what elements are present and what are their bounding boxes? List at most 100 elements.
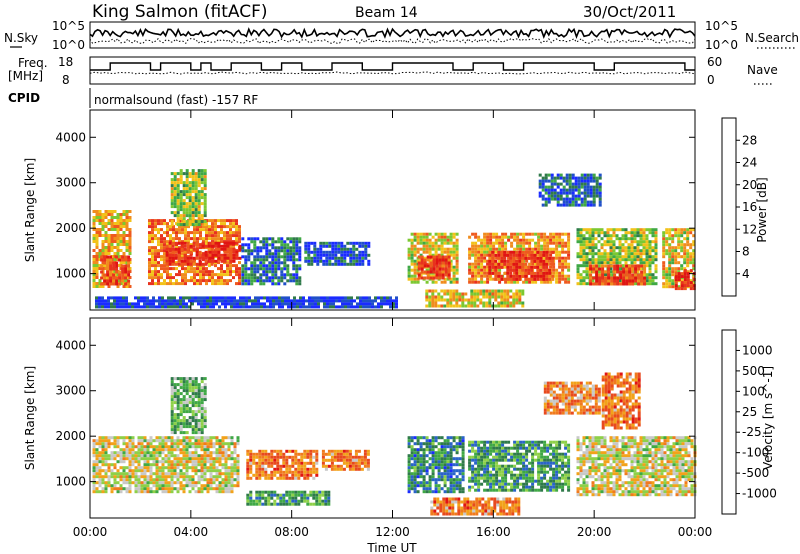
data-cell <box>173 401 177 405</box>
data-cell <box>259 267 263 271</box>
data-cell <box>562 176 566 180</box>
data-cell <box>188 217 192 221</box>
data-cell <box>182 448 186 452</box>
data-cell <box>313 256 317 260</box>
data-cell <box>686 261 690 265</box>
data-cell <box>155 436 159 440</box>
data-cell <box>612 261 616 265</box>
data-cell <box>182 436 186 440</box>
data-cell <box>292 249 296 253</box>
data-cell <box>304 259 308 263</box>
data-cell <box>134 466 138 470</box>
data-cell <box>206 466 210 470</box>
data-cell <box>308 299 311 303</box>
data-cell <box>507 280 511 284</box>
data-cell <box>131 305 134 309</box>
data-cell <box>550 182 554 186</box>
data-cell <box>194 193 198 197</box>
data-cell <box>235 219 238 223</box>
data-cell <box>182 431 186 435</box>
data-cell <box>298 258 302 262</box>
data-cell <box>149 481 153 485</box>
data-cell <box>591 261 595 265</box>
data-cell <box>244 261 248 265</box>
data-cell <box>536 274 540 278</box>
data-cell <box>203 181 207 185</box>
data-cell <box>182 457 186 461</box>
data-cell <box>627 243 631 247</box>
data-cell <box>235 273 238 277</box>
data-cell <box>226 279 229 283</box>
data-cell <box>161 475 165 479</box>
data-cell <box>630 228 634 232</box>
data-cell <box>662 234 666 238</box>
data-cell <box>452 274 456 278</box>
data-cell <box>452 277 456 281</box>
data-cell <box>295 273 299 277</box>
data-cell <box>149 454 153 458</box>
data-cell <box>197 460 201 464</box>
data-cell <box>125 445 129 449</box>
data-cell <box>151 264 154 268</box>
data-cell <box>203 448 207 452</box>
data-cell <box>241 276 245 280</box>
data-cell <box>455 295 459 299</box>
data-cell <box>328 250 332 254</box>
data-cell <box>101 478 105 482</box>
data-cell <box>223 237 226 241</box>
data-cell <box>497 250 501 254</box>
data-cell <box>226 282 229 286</box>
data-cell <box>358 256 362 260</box>
data-cell <box>118 270 122 274</box>
data-cell <box>149 466 153 470</box>
data-cell <box>134 490 138 494</box>
data-cell <box>109 267 113 271</box>
data-cell <box>311 296 314 300</box>
data-cell <box>473 292 477 296</box>
data-cell <box>95 285 99 288</box>
data-cell <box>295 258 299 262</box>
data-cell <box>639 228 643 232</box>
data-cell <box>229 267 232 271</box>
data-cell <box>181 282 184 286</box>
data-cell <box>160 282 163 286</box>
data-cell <box>651 261 655 265</box>
data-cell <box>116 296 119 300</box>
data-cell <box>256 246 260 250</box>
data-cell <box>209 487 213 491</box>
data-cell <box>230 478 234 482</box>
data-cell <box>254 305 257 309</box>
data-cell <box>543 280 547 284</box>
data-cell <box>170 466 174 470</box>
colorbar-tick-label: 8 <box>742 245 750 259</box>
data-cell <box>269 305 272 309</box>
data-cell <box>625 279 629 283</box>
data-cell <box>361 259 365 263</box>
data-cell <box>200 217 204 221</box>
data-cell <box>515 262 519 266</box>
data-cell <box>203 445 207 449</box>
data-cell <box>181 273 184 277</box>
data-cell <box>176 407 180 411</box>
data-cell <box>674 272 678 276</box>
data-cell <box>101 252 105 255</box>
data-cell <box>155 478 159 482</box>
data-cell <box>571 176 575 180</box>
data-cell <box>271 279 275 283</box>
data-cell <box>140 448 144 452</box>
data-cell <box>271 246 275 250</box>
data-cell <box>340 262 344 266</box>
data-cell <box>171 262 175 266</box>
data-cell <box>480 241 484 245</box>
data-cell <box>229 253 233 257</box>
data-cell <box>197 386 201 390</box>
data-cell <box>331 253 335 257</box>
data-cell <box>639 267 643 271</box>
data-cell <box>173 196 177 200</box>
data-cell <box>191 169 195 173</box>
data-cell <box>164 454 168 458</box>
data-cell <box>146 490 150 494</box>
data-cell <box>634 279 638 283</box>
data-cell <box>218 445 222 449</box>
data-cell <box>208 231 211 235</box>
